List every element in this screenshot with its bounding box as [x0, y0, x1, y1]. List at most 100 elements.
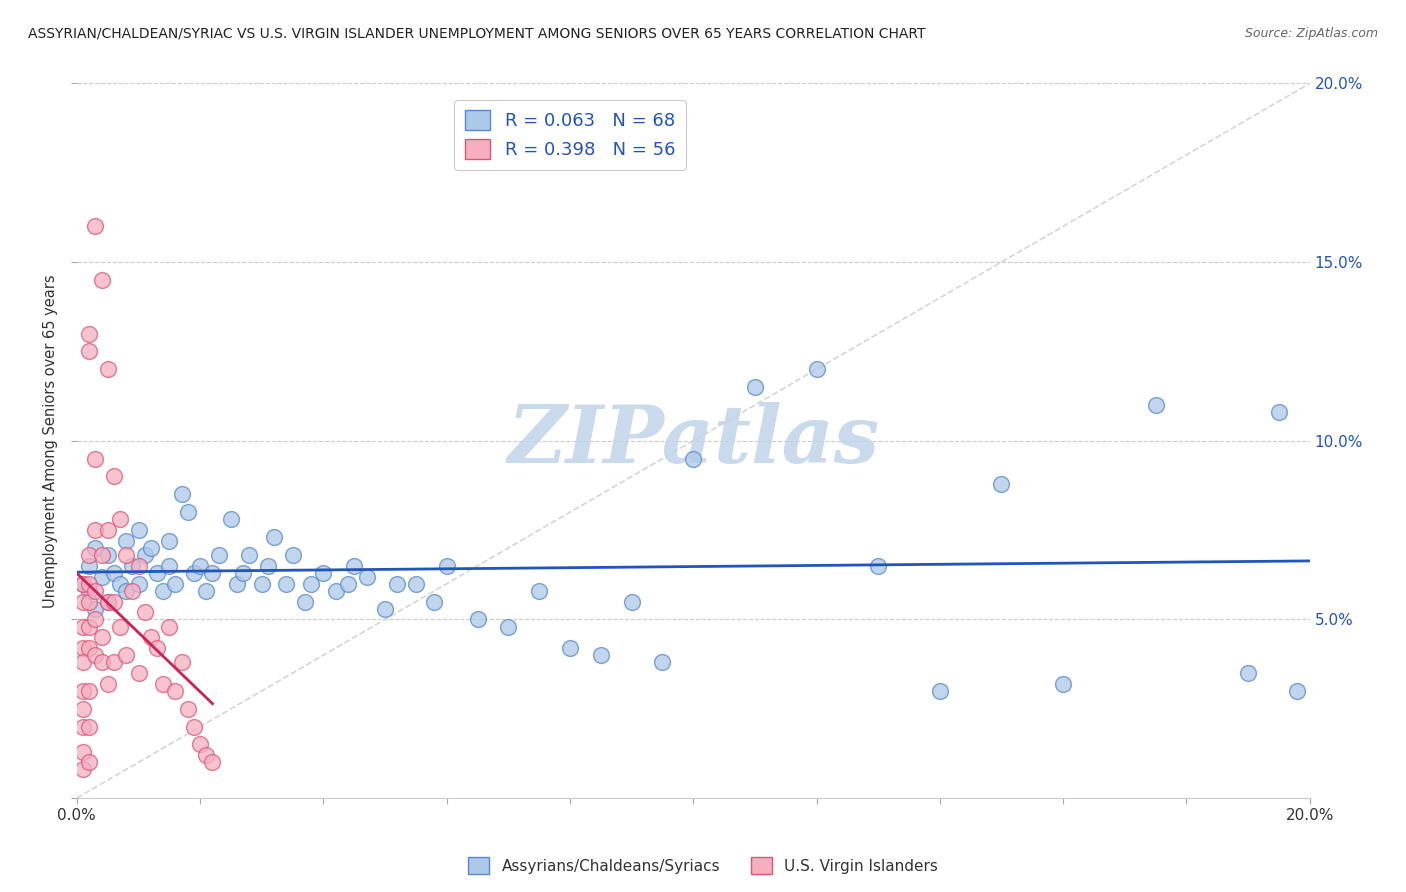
- Point: [250, 576, 273, 591]
- Point: [374, 601, 396, 615]
- Point: [72, 576, 94, 591]
- Point: [84, 601, 107, 615]
- Point: [294, 594, 316, 608]
- Point: [276, 576, 298, 591]
- Point: [84, 219, 107, 234]
- Point: [157, 619, 180, 633]
- Point: [103, 655, 125, 669]
- Point: [281, 548, 304, 562]
- Point: [146, 640, 169, 655]
- Point: [325, 583, 347, 598]
- Point: [620, 594, 643, 608]
- Point: [115, 533, 138, 548]
- Point: [195, 748, 218, 763]
- Point: [152, 583, 174, 598]
- Point: [1052, 677, 1074, 691]
- Point: [387, 576, 409, 591]
- Text: ASSYRIAN/CHALDEAN/SYRIAC VS U.S. VIRGIN ISLANDER UNEMPLOYMENT AMONG SENIORS OVER: ASSYRIAN/CHALDEAN/SYRIAC VS U.S. VIRGIN …: [28, 27, 925, 41]
- Point: [72, 640, 94, 655]
- Point: [232, 566, 254, 580]
- Point: [103, 594, 125, 608]
- Point: [77, 756, 100, 770]
- Point: [77, 558, 100, 573]
- Point: [134, 605, 156, 619]
- Point: [744, 380, 766, 394]
- Point: [134, 548, 156, 562]
- Point: [84, 648, 107, 662]
- Point: [97, 677, 120, 691]
- Point: [356, 569, 378, 583]
- Point: [165, 684, 187, 698]
- Point: [226, 576, 249, 591]
- Point: [115, 648, 138, 662]
- Point: [77, 720, 100, 734]
- Point: [115, 548, 138, 562]
- Point: [103, 469, 125, 483]
- Point: [219, 512, 242, 526]
- Legend: Assyrians/Chaldeans/Syriacs, U.S. Virgin Islanders: Assyrians/Chaldeans/Syriacs, U.S. Virgin…: [461, 851, 945, 880]
- Point: [257, 558, 280, 573]
- Point: [868, 558, 890, 573]
- Point: [90, 655, 112, 669]
- Point: [90, 569, 112, 583]
- Point: [77, 640, 100, 655]
- Point: [97, 594, 120, 608]
- Point: [84, 612, 107, 626]
- Point: [157, 558, 180, 573]
- Point: [990, 476, 1012, 491]
- Point: [201, 756, 224, 770]
- Point: [201, 566, 224, 580]
- Point: [77, 344, 100, 359]
- Point: [405, 576, 427, 591]
- Point: [77, 326, 100, 341]
- Legend: R = 0.063   N = 68, R = 0.398   N = 56: R = 0.063 N = 68, R = 0.398 N = 56: [454, 100, 686, 170]
- Point: [146, 566, 169, 580]
- Point: [1144, 398, 1167, 412]
- Point: [651, 655, 673, 669]
- Text: Source: ZipAtlas.com: Source: ZipAtlas.com: [1244, 27, 1378, 40]
- Point: [90, 548, 112, 562]
- Point: [165, 576, 187, 591]
- Point: [928, 684, 950, 698]
- Point: [77, 576, 100, 591]
- Point: [128, 558, 150, 573]
- Point: [72, 720, 94, 734]
- Point: [108, 512, 131, 526]
- Point: [299, 576, 322, 591]
- Point: [337, 576, 360, 591]
- Point: [108, 576, 131, 591]
- Y-axis label: Unemployment Among Seniors over 65 years: Unemployment Among Seniors over 65 years: [44, 274, 58, 607]
- Point: [423, 594, 446, 608]
- Point: [177, 702, 200, 716]
- Point: [188, 738, 211, 752]
- Point: [97, 594, 120, 608]
- Point: [170, 655, 193, 669]
- Point: [72, 594, 94, 608]
- Point: [139, 541, 162, 555]
- Point: [1237, 665, 1260, 680]
- Point: [128, 665, 150, 680]
- Point: [343, 558, 366, 573]
- Point: [77, 583, 100, 598]
- Point: [263, 530, 285, 544]
- Point: [806, 362, 828, 376]
- Point: [84, 451, 107, 466]
- Point: [97, 362, 120, 376]
- Text: ZIPatlas: ZIPatlas: [508, 402, 879, 480]
- Point: [72, 619, 94, 633]
- Point: [467, 612, 489, 626]
- Point: [128, 523, 150, 537]
- Point: [121, 583, 143, 598]
- Point: [72, 763, 94, 777]
- Point: [170, 487, 193, 501]
- Point: [121, 558, 143, 573]
- Point: [1286, 684, 1309, 698]
- Point: [77, 619, 100, 633]
- Point: [90, 273, 112, 287]
- Point: [589, 648, 612, 662]
- Point: [97, 523, 120, 537]
- Point: [90, 630, 112, 644]
- Point: [177, 505, 200, 519]
- Point: [84, 583, 107, 598]
- Point: [208, 548, 231, 562]
